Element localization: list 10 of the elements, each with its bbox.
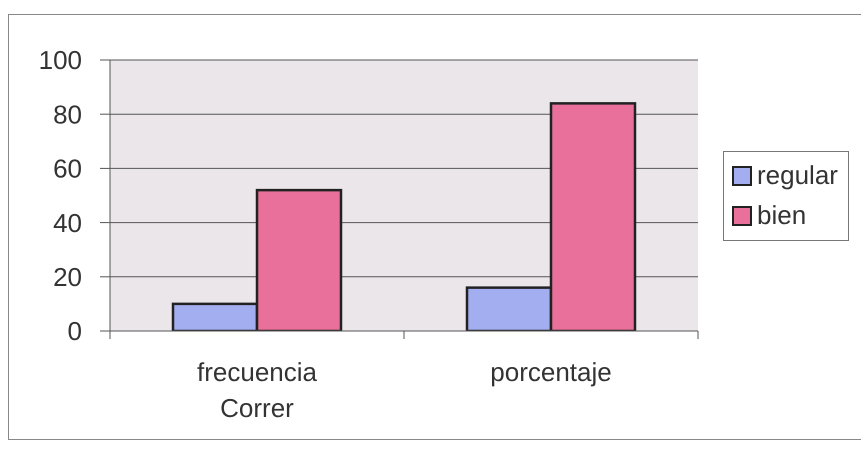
x-tick-label: porcentaje: [490, 357, 612, 387]
y-tick-label: 20: [53, 262, 82, 292]
legend-label: regular: [757, 160, 838, 191]
y-tick-label: 0: [68, 316, 82, 346]
legend-label: bien: [757, 200, 806, 231]
y-tick-label: 60: [53, 154, 82, 184]
y-tick-label: 40: [53, 208, 82, 238]
x-tick-label: frecuencia Correr: [197, 357, 318, 423]
y-tick-label: 80: [53, 99, 82, 130]
y-tick-label: 100: [38, 45, 82, 76]
